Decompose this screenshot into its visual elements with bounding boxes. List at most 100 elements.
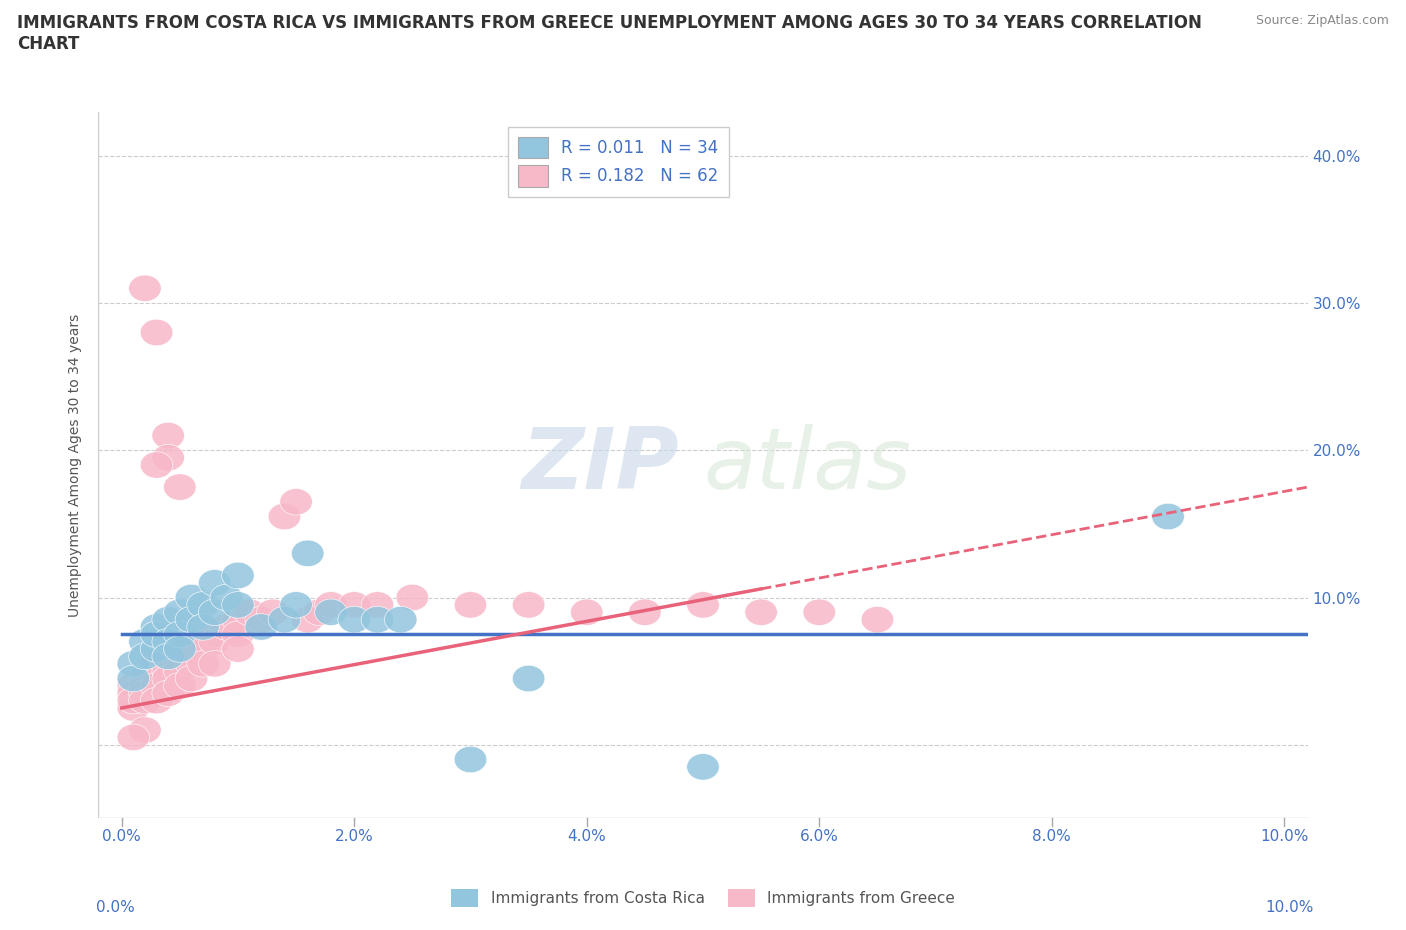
- Ellipse shape: [222, 562, 254, 589]
- Ellipse shape: [152, 651, 184, 677]
- Ellipse shape: [860, 606, 894, 632]
- Ellipse shape: [141, 452, 173, 478]
- Ellipse shape: [152, 422, 184, 449]
- Ellipse shape: [141, 621, 173, 647]
- Ellipse shape: [163, 621, 195, 647]
- Text: IMMIGRANTS FROM COSTA RICA VS IMMIGRANTS FROM GREECE UNEMPLOYMENT AMONG AGES 30 : IMMIGRANTS FROM COSTA RICA VS IMMIGRANTS…: [17, 14, 1202, 32]
- Ellipse shape: [163, 651, 195, 677]
- Ellipse shape: [337, 591, 371, 618]
- Ellipse shape: [129, 665, 162, 692]
- Ellipse shape: [152, 658, 184, 684]
- Ellipse shape: [152, 665, 184, 692]
- Ellipse shape: [222, 621, 254, 647]
- Ellipse shape: [198, 629, 231, 655]
- Ellipse shape: [141, 672, 173, 699]
- Ellipse shape: [280, 488, 312, 515]
- Ellipse shape: [686, 591, 720, 618]
- Ellipse shape: [803, 599, 835, 626]
- Ellipse shape: [129, 629, 162, 655]
- Ellipse shape: [512, 665, 546, 692]
- Ellipse shape: [222, 591, 254, 618]
- Text: CHART: CHART: [17, 35, 79, 53]
- Ellipse shape: [245, 614, 277, 640]
- Ellipse shape: [361, 591, 394, 618]
- Ellipse shape: [117, 665, 149, 692]
- Ellipse shape: [141, 614, 173, 640]
- Ellipse shape: [187, 591, 219, 618]
- Ellipse shape: [152, 644, 184, 670]
- Ellipse shape: [117, 672, 149, 699]
- Ellipse shape: [198, 599, 231, 626]
- Ellipse shape: [512, 591, 546, 618]
- Ellipse shape: [454, 591, 486, 618]
- Ellipse shape: [269, 503, 301, 530]
- Ellipse shape: [745, 599, 778, 626]
- Ellipse shape: [141, 658, 173, 684]
- Ellipse shape: [152, 629, 184, 655]
- Ellipse shape: [176, 651, 208, 677]
- Ellipse shape: [291, 540, 323, 566]
- Ellipse shape: [315, 591, 347, 618]
- Ellipse shape: [187, 636, 219, 662]
- Ellipse shape: [141, 319, 173, 346]
- Ellipse shape: [245, 606, 277, 632]
- Ellipse shape: [129, 275, 162, 301]
- Ellipse shape: [117, 687, 149, 714]
- Text: atlas: atlas: [703, 423, 911, 507]
- Ellipse shape: [269, 606, 301, 632]
- Ellipse shape: [571, 599, 603, 626]
- Ellipse shape: [628, 599, 661, 626]
- Ellipse shape: [1152, 503, 1184, 530]
- Text: 0.0%: 0.0%: [96, 899, 135, 915]
- Ellipse shape: [187, 629, 219, 655]
- Ellipse shape: [163, 672, 195, 699]
- Ellipse shape: [117, 651, 149, 677]
- Text: ZIP: ZIP: [522, 423, 679, 507]
- Ellipse shape: [176, 644, 208, 670]
- Ellipse shape: [686, 753, 720, 780]
- Ellipse shape: [187, 651, 219, 677]
- Ellipse shape: [198, 621, 231, 647]
- Ellipse shape: [256, 599, 290, 626]
- Ellipse shape: [233, 599, 266, 626]
- Y-axis label: Unemployment Among Ages 30 to 34 years: Unemployment Among Ages 30 to 34 years: [69, 313, 83, 617]
- Ellipse shape: [163, 636, 195, 662]
- Ellipse shape: [176, 606, 208, 632]
- Text: Source: ZipAtlas.com: Source: ZipAtlas.com: [1256, 14, 1389, 27]
- Ellipse shape: [117, 680, 149, 707]
- Ellipse shape: [141, 665, 173, 692]
- Ellipse shape: [454, 746, 486, 773]
- Ellipse shape: [117, 695, 149, 722]
- Ellipse shape: [187, 614, 219, 640]
- Text: 10.0%: 10.0%: [1265, 899, 1313, 915]
- Ellipse shape: [209, 614, 243, 640]
- Ellipse shape: [198, 569, 231, 596]
- Ellipse shape: [141, 636, 173, 662]
- Ellipse shape: [163, 599, 195, 626]
- Ellipse shape: [384, 606, 418, 632]
- Ellipse shape: [222, 606, 254, 632]
- Ellipse shape: [163, 658, 195, 684]
- Ellipse shape: [396, 584, 429, 611]
- Ellipse shape: [129, 680, 162, 707]
- Ellipse shape: [176, 665, 208, 692]
- Ellipse shape: [176, 584, 208, 611]
- Ellipse shape: [129, 717, 162, 743]
- Ellipse shape: [361, 606, 394, 632]
- Ellipse shape: [280, 591, 312, 618]
- Ellipse shape: [163, 644, 195, 670]
- Ellipse shape: [315, 599, 347, 626]
- Ellipse shape: [152, 606, 184, 632]
- Ellipse shape: [129, 644, 162, 670]
- Ellipse shape: [176, 636, 208, 662]
- Ellipse shape: [141, 651, 173, 677]
- Ellipse shape: [337, 606, 371, 632]
- Ellipse shape: [198, 651, 231, 677]
- Ellipse shape: [141, 687, 173, 714]
- Ellipse shape: [152, 680, 184, 707]
- Legend: R = 0.011   N = 34, R = 0.182   N = 62: R = 0.011 N = 34, R = 0.182 N = 62: [508, 127, 728, 196]
- Ellipse shape: [209, 584, 243, 611]
- Ellipse shape: [129, 687, 162, 714]
- Ellipse shape: [163, 474, 195, 500]
- Legend: Immigrants from Costa Rica, Immigrants from Greece: Immigrants from Costa Rica, Immigrants f…: [444, 884, 962, 913]
